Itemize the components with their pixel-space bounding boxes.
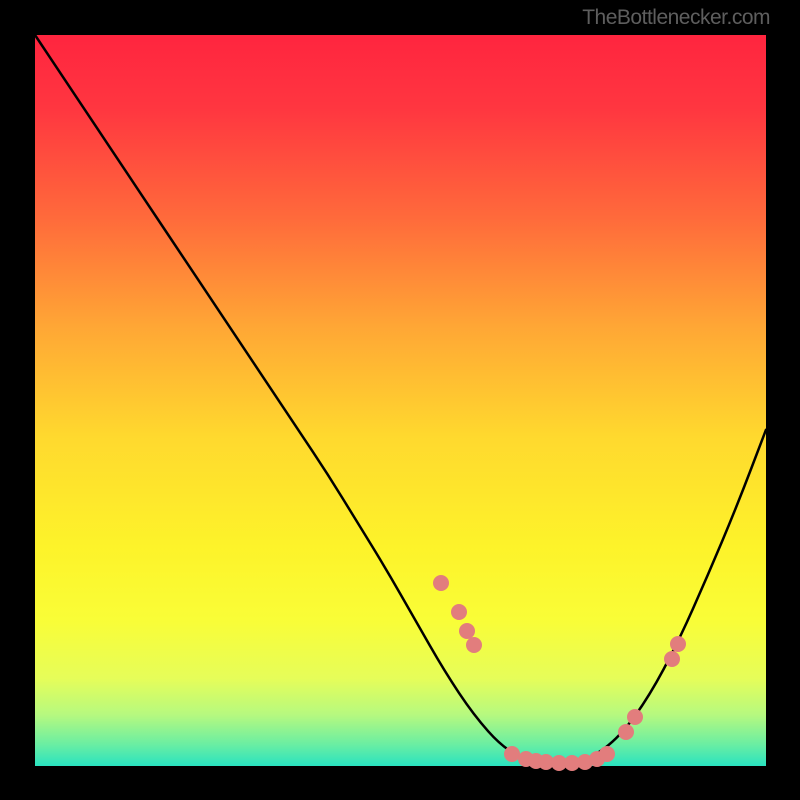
watermark-text: TheBottlenecker.com xyxy=(582,6,770,30)
data-point xyxy=(627,709,643,725)
data-point xyxy=(664,651,680,667)
data-point xyxy=(459,623,475,639)
data-point xyxy=(618,724,634,740)
data-point xyxy=(466,637,482,653)
data-point xyxy=(599,746,615,762)
data-point xyxy=(433,575,449,591)
data-point xyxy=(451,604,467,620)
data-point xyxy=(670,636,686,652)
gradient-background xyxy=(35,35,766,766)
chart-container: TheBottlenecker.com xyxy=(0,0,800,800)
